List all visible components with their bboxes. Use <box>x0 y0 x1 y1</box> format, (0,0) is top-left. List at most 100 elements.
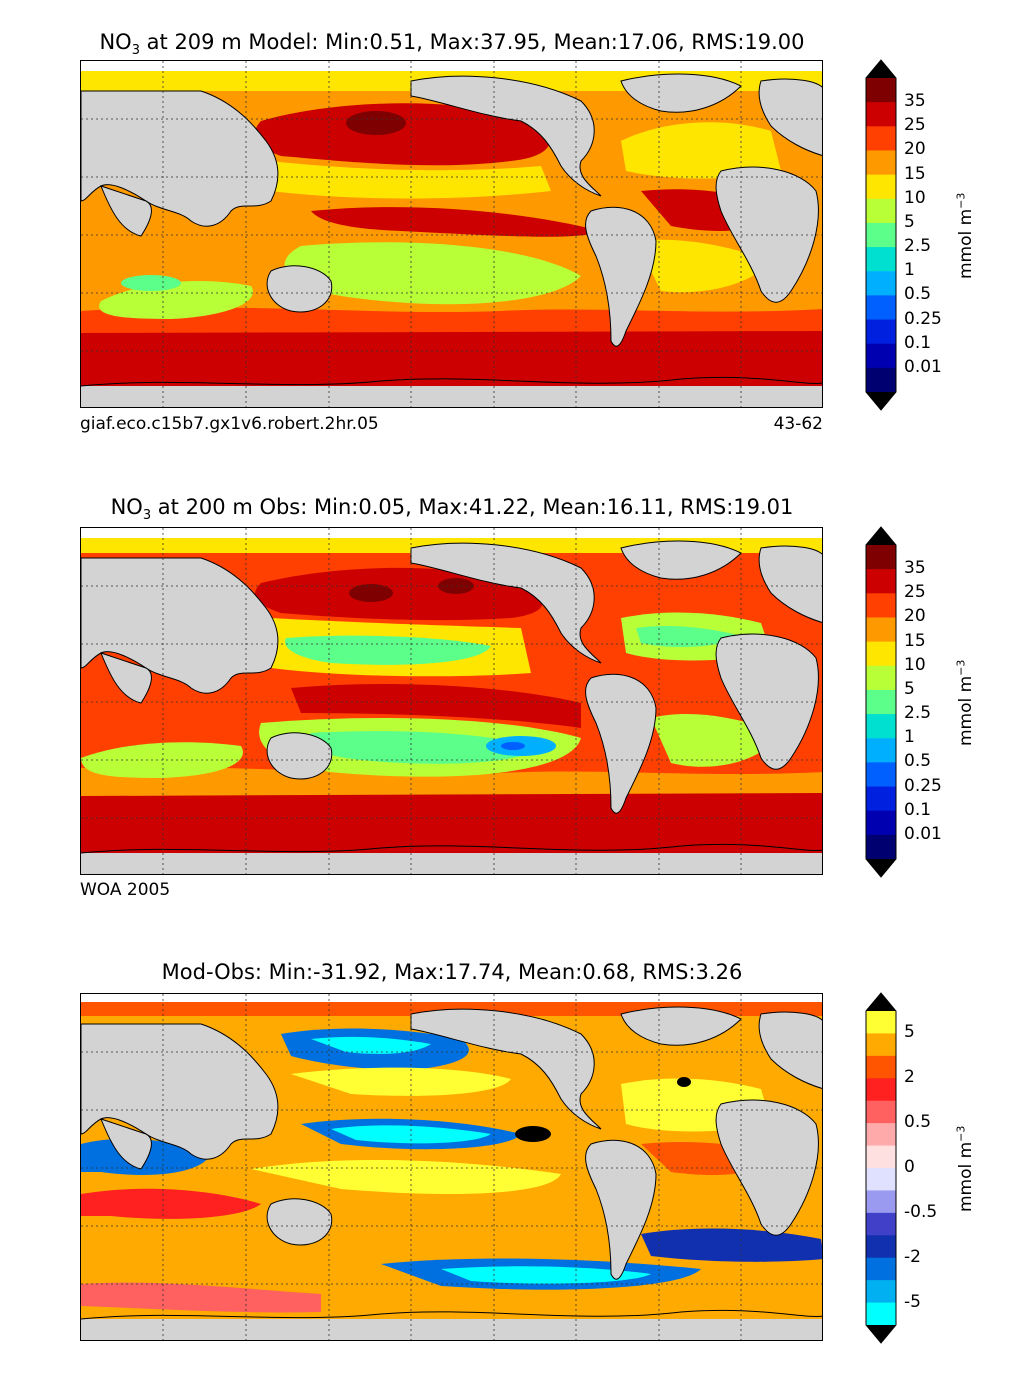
model-nitrate-map <box>81 61 822 407</box>
colorbar-segment <box>866 1302 896 1326</box>
panel-2-title: NO3 at 200 m Obs: Min:0.05, Max:41.22, M… <box>110 495 794 524</box>
colorbar-segment <box>866 174 896 200</box>
colorbar-svg-2 <box>865 526 897 878</box>
colorbar-tick-label: 35 <box>904 91 926 112</box>
colorbar-tick-label: 0.25 <box>904 775 942 796</box>
colorbar-tick-label: 0.5 <box>904 284 932 305</box>
colorbar-segment <box>866 1280 896 1304</box>
colorbar-segment <box>866 198 896 224</box>
colorbar-segment <box>866 78 896 103</box>
panel-1-unit-label: mmol m−3 <box>954 192 977 280</box>
colorbar-segment <box>866 593 896 618</box>
colorbar-tick-label: 0.5 <box>904 1112 932 1133</box>
colorbar-segment <box>866 319 896 345</box>
colorbar-segment <box>866 714 896 739</box>
colorbar-segment <box>866 1078 896 1102</box>
colorbar-tick-label: 5 <box>904 678 915 699</box>
panel-1-year-range: 43-62 <box>773 414 823 434</box>
colorbar-svg-3 <box>865 992 897 1344</box>
colorbar-tick-label: 0.5 <box>904 751 932 772</box>
colorbar-tick-label: 20 <box>904 139 926 160</box>
colorbar-segment <box>866 102 896 127</box>
panel-1-title: NO3 at 209 m Model: Min:0.51, Max:37.95,… <box>99 30 805 59</box>
colorbar-segment <box>866 271 896 296</box>
colorbar-tick-label: 25 <box>904 115 926 136</box>
colorbar-tick-label: 0.1 <box>904 799 932 820</box>
panel-3-map <box>80 993 823 1341</box>
colorbar-tick-label: -0.5 <box>904 1201 938 1222</box>
panel-3-colorbar <box>865 992 897 1344</box>
colorbar-tick-label: 0.01 <box>904 356 942 377</box>
colorbar-extend-bottom <box>866 392 896 410</box>
colorbar-segment <box>866 665 896 691</box>
colorbar-segment <box>866 1123 896 1147</box>
colorbar-segment <box>866 1212 896 1236</box>
colorbar-segment <box>866 1011 896 1034</box>
colorbar-tick-label: 0.01 <box>904 823 942 844</box>
observed-nitrate-map <box>81 528 822 874</box>
panel-2-unit-label: mmol m−3 <box>954 659 977 747</box>
colorbar-outline <box>865 59 897 411</box>
difference-nitrate-map <box>81 994 822 1340</box>
colorbar-tick-label: -5 <box>904 1291 921 1312</box>
panel-2-map <box>80 527 823 875</box>
panel-1-map <box>80 60 823 408</box>
panel-2-source-label: WOA 2005 <box>80 880 171 900</box>
colorbar-extend-top <box>866 527 896 545</box>
colorbar-segment <box>866 1033 896 1057</box>
colorbar-segment <box>866 295 896 321</box>
panel-1-colorbar <box>865 59 897 411</box>
panel-1-run-label: giaf.eco.c15b7.gx1v6.robert.2hr.05 <box>80 414 379 434</box>
colorbar-segment <box>866 762 896 788</box>
colorbar-segment <box>866 367 896 393</box>
colorbar-segment <box>866 247 896 272</box>
colorbar-tick-label: 0.25 <box>904 308 942 329</box>
colorbar-extend-top <box>866 60 896 78</box>
colorbar-segment <box>866 545 896 570</box>
colorbar-extend-bottom <box>866 1325 896 1343</box>
colorbar-tick-label: 1 <box>904 727 915 748</box>
panel-3-title: Mod-Obs: Min:-31.92, Max:17.74, Mean:0.6… <box>161 960 743 984</box>
colorbar-segment <box>866 738 896 763</box>
colorbar-tick-label: 5 <box>904 211 915 232</box>
colorbar-segment <box>866 786 896 812</box>
colorbar-tick-label: 15 <box>904 630 926 651</box>
colorbar-segment <box>866 834 896 860</box>
panel-3-unit-label: mmol m−3 <box>954 1125 977 1213</box>
colorbar-tick-label: 1 <box>904 260 915 281</box>
colorbar-segment <box>866 689 896 715</box>
colorbar-tick-label: 2.5 <box>904 703 932 724</box>
colorbar-segment <box>866 1100 896 1124</box>
colorbar-tick-label: 0 <box>904 1157 915 1177</box>
colorbar-segment <box>866 569 896 594</box>
colorbar-tick-label: 10 <box>904 654 926 675</box>
colorbar-tick-label: 2.5 <box>904 236 932 257</box>
colorbar-outline <box>865 992 897 1344</box>
colorbar-tick-label: 5 <box>904 1022 915 1043</box>
colorbar-tick-label: 15 <box>904 163 926 184</box>
colorbar-segment <box>866 150 896 176</box>
colorbar-tick-label: 35 <box>904 558 926 579</box>
colorbar-segment <box>866 641 896 667</box>
colorbar-tick-label: 0.1 <box>904 332 932 353</box>
colorbar-tick-label: -2 <box>904 1246 921 1267</box>
colorbar-segment <box>866 1055 896 1079</box>
colorbar-outline <box>865 526 897 878</box>
colorbar-segment <box>866 1257 896 1281</box>
colorbar-segment <box>866 343 896 369</box>
colorbar-segment <box>866 222 896 248</box>
colorbar-segment <box>866 1235 896 1259</box>
colorbar-svg-1 <box>865 59 897 411</box>
colorbar-tick-label: 25 <box>904 582 926 603</box>
colorbar-segment <box>866 617 896 643</box>
colorbar-extend-bottom <box>866 859 896 877</box>
colorbar-segment <box>866 810 896 836</box>
colorbar-extend-top <box>866 993 896 1011</box>
colorbar-tick-label: 20 <box>904 606 926 627</box>
colorbar-tick-label: 2 <box>904 1067 915 1088</box>
colorbar-segment <box>866 1168 896 1191</box>
colorbar-segment <box>866 1145 896 1169</box>
colorbar-segment <box>866 126 896 151</box>
colorbar-tick-label: 10 <box>904 187 926 208</box>
panel-2-colorbar <box>865 526 897 878</box>
